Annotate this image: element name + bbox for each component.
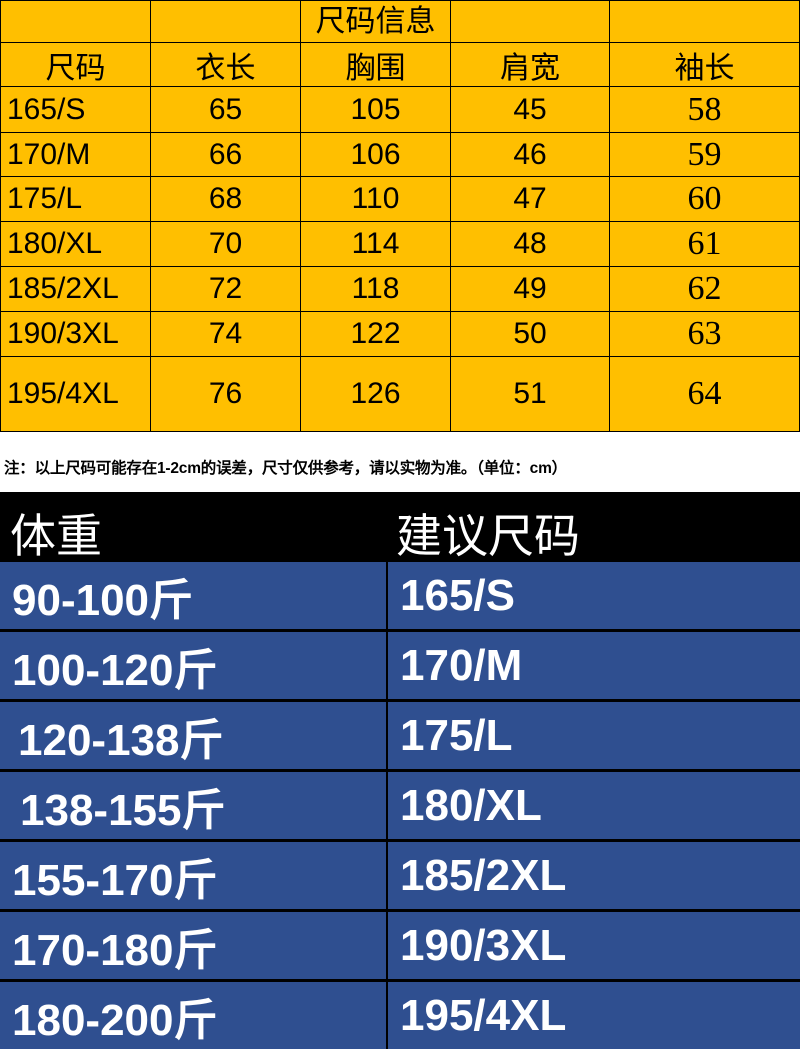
size-chart-table: 尺码信息 尺码 衣长 胸围 肩宽 袖长 165/S 65 105 45 58 1…: [0, 0, 800, 432]
size-cell: 175/L: [0, 177, 151, 222]
length-cell: 76: [151, 357, 301, 432]
size-chart-title: 尺码信息: [301, 0, 451, 43]
weight-size-guide: 体重 建议尺码 90-100斤 165/S 100-120斤 170/M 120…: [0, 492, 800, 1049]
header-weight: 体重: [10, 510, 102, 562]
chest-cell: 118: [301, 267, 451, 312]
suggested-size: 170/M: [388, 632, 800, 699]
sleeve-cell: 64: [610, 357, 800, 432]
shoulder-cell: 45: [451, 87, 610, 133]
title-empty-cell: [0, 0, 151, 43]
suggested-size: 195/4XL: [388, 982, 800, 1049]
header-suggested-size: 建议尺码: [396, 510, 580, 562]
sleeve-cell: 61: [610, 222, 800, 267]
weight-row: 120-138斤 175/L: [0, 702, 800, 769]
title-empty-cell: [451, 0, 610, 43]
header-length: 衣长: [151, 43, 301, 87]
sleeve-cell: 62: [610, 267, 800, 312]
length-cell: 65: [151, 87, 301, 133]
sleeve-cell: 59: [610, 133, 800, 177]
weight-row: 170-180斤 190/3XL: [0, 912, 800, 979]
length-cell: 68: [151, 177, 301, 222]
weight-range: 180-200斤: [0, 982, 386, 1049]
weight-row: 100-120斤 170/M: [0, 632, 800, 699]
weight-range: 90-100斤: [0, 562, 386, 629]
length-cell: 74: [151, 312, 301, 357]
suggested-size: 180/XL: [388, 772, 800, 839]
chest-cell: 106: [301, 133, 451, 177]
weight-range: 100-120斤: [0, 632, 386, 699]
measurement-note: 注：以上尺码可能存在1-2cm的误差，尺寸仅供参考，请以实物为准。（单位：cm）: [4, 460, 567, 477]
size-cell: 195/4XL: [0, 357, 151, 432]
sleeve-cell: 63: [610, 312, 800, 357]
weight-guide-header: 体重 建议尺码: [0, 492, 800, 562]
suggested-size: 165/S: [388, 562, 800, 629]
title-empty-cell: [610, 0, 800, 43]
size-cell: 190/3XL: [0, 312, 151, 357]
size-chart-grid: 尺码信息 尺码 衣长 胸围 肩宽 袖长 165/S 65 105 45 58 1…: [0, 0, 800, 432]
weight-range: 120-138斤: [0, 702, 386, 769]
length-cell: 70: [151, 222, 301, 267]
weight-row: 138-155斤 180/XL: [0, 772, 800, 839]
sleeve-cell: 60: [610, 177, 800, 222]
shoulder-cell: 47: [451, 177, 610, 222]
weight-range: 155-170斤: [0, 842, 386, 909]
chest-cell: 114: [301, 222, 451, 267]
chest-cell: 105: [301, 87, 451, 133]
suggested-size: 190/3XL: [388, 912, 800, 979]
weight-row: 155-170斤 185/2XL: [0, 842, 800, 909]
title-empty-cell: [151, 0, 301, 43]
shoulder-cell: 51: [451, 357, 610, 432]
weight-range: 170-180斤: [0, 912, 386, 979]
chest-cell: 110: [301, 177, 451, 222]
length-cell: 66: [151, 133, 301, 177]
shoulder-cell: 49: [451, 267, 610, 312]
sleeve-cell: 58: [610, 87, 800, 133]
shoulder-cell: 50: [451, 312, 610, 357]
weight-range: 138-155斤: [0, 772, 386, 839]
weight-row: 90-100斤 165/S: [0, 562, 800, 629]
size-cell: 185/2XL: [0, 267, 151, 312]
suggested-size: 175/L: [388, 702, 800, 769]
header-size: 尺码: [0, 43, 151, 87]
size-cell: 180/XL: [0, 222, 151, 267]
header-sleeve: 袖长: [610, 43, 800, 87]
length-cell: 72: [151, 267, 301, 312]
header-shoulder: 肩宽: [451, 43, 610, 87]
shoulder-cell: 46: [451, 133, 610, 177]
weight-row: 180-200斤 195/4XL: [0, 982, 800, 1049]
size-cell: 170/M: [0, 133, 151, 177]
size-cell: 165/S: [0, 87, 151, 133]
header-chest: 胸围: [301, 43, 451, 87]
suggested-size: 185/2XL: [388, 842, 800, 909]
chest-cell: 122: [301, 312, 451, 357]
chest-cell: 126: [301, 357, 451, 432]
shoulder-cell: 48: [451, 222, 610, 267]
